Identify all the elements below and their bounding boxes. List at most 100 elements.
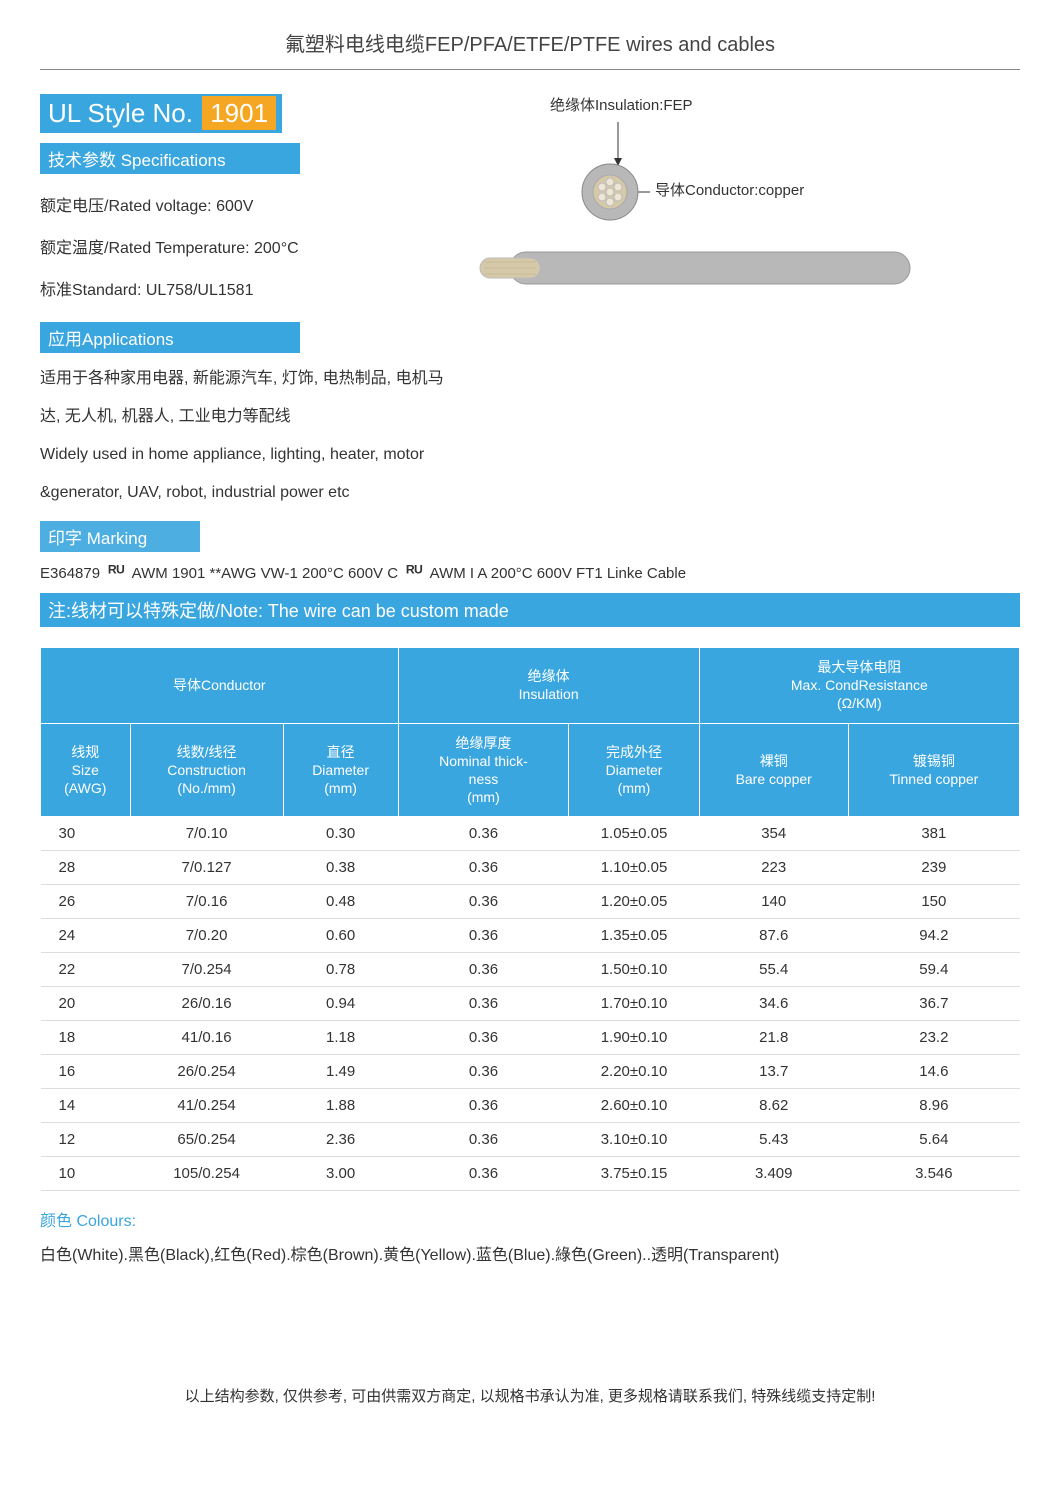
- table-cell: 34.6: [699, 987, 848, 1021]
- table-cell: 14.6: [848, 1055, 1019, 1089]
- table-row: 247/0.200.600.361.35±0.0587.694.2: [41, 919, 1020, 953]
- table-cell: 1.05±0.05: [569, 817, 699, 851]
- style-badge: UL Style No. 1901: [40, 94, 282, 133]
- style-prefix: UL Style No.: [48, 98, 193, 128]
- table-cell: 13.7: [699, 1055, 848, 1089]
- diagram-insulation-label: 绝缘体Insulation:FEP: [550, 94, 693, 115]
- table-cell: 26/0.16: [130, 987, 283, 1021]
- table-cell: 1.88: [283, 1089, 398, 1123]
- table-cell: 28: [41, 851, 131, 885]
- table-row: 1626/0.2541.490.362.20±0.1013.714.6: [41, 1055, 1020, 1089]
- th-bare: 裸铜Bare copper: [699, 723, 848, 817]
- table-cell: 2.20±0.10: [569, 1055, 699, 1089]
- app-line-3: Widely used in home appliance, lighting,…: [40, 439, 450, 471]
- table-cell: 2.36: [283, 1123, 398, 1157]
- table-cell: 0.36: [398, 1021, 569, 1055]
- th-size: 线规Size(AWG): [41, 723, 131, 817]
- marking-part-c: AWM I A 200°C 600V FT1 Linke Cable: [430, 565, 686, 582]
- table-cell: 65/0.254: [130, 1123, 283, 1157]
- marking-header: 印字 Marking: [40, 521, 200, 552]
- table-cell: 7/0.127: [130, 851, 283, 885]
- page-title: 氟塑料电线电缆FEP/PFA/ETFE/PTFE wires and cable…: [40, 0, 1020, 70]
- table-row: 1265/0.2542.360.363.10±0.105.435.64: [41, 1123, 1020, 1157]
- marking-line: E364879 ᴿᵁ AWM 1901 **AWG VW-1 200°C 600…: [40, 562, 1020, 583]
- th-construction: 线数/线径Construction(No./mm): [130, 723, 283, 817]
- table-cell: 0.36: [398, 1089, 569, 1123]
- app-line-4: &generator, UAV, robot, industrial power…: [40, 477, 450, 509]
- table-cell: 41/0.16: [130, 1021, 283, 1055]
- table-cell: 0.36: [398, 1055, 569, 1089]
- diagram-svg: [450, 100, 920, 310]
- table-cell: 381: [848, 817, 1019, 851]
- table-cell: 55.4: [699, 953, 848, 987]
- table-cell: 10: [41, 1157, 131, 1191]
- table-row: 287/0.1270.380.361.10±0.05223239: [41, 851, 1020, 885]
- table-cell: 21.8: [699, 1021, 848, 1055]
- table-cell: 7/0.20: [130, 919, 283, 953]
- table-cell: 16: [41, 1055, 131, 1089]
- table-cell: 0.94: [283, 987, 398, 1021]
- table-cell: 0.36: [398, 885, 569, 919]
- app-line-2: 达, 无人机, 机器人, 工业电力等配线: [40, 401, 450, 433]
- table-cell: 18: [41, 1021, 131, 1055]
- table-row: 227/0.2540.780.361.50±0.1055.459.4: [41, 953, 1020, 987]
- table-cell: 1.70±0.10: [569, 987, 699, 1021]
- footer-note: 以上结构参数, 仅供参考, 可由供需双方商定, 以规格书承认为准, 更多规格请联…: [40, 1385, 1020, 1406]
- th-group-resistance: 最大导体电阻Max. CondResistance(Ω/KM): [699, 648, 1019, 724]
- table-cell: 30: [41, 817, 131, 851]
- th-group-insulation: 绝缘体Insulation: [398, 648, 699, 724]
- table-cell: 0.36: [398, 953, 569, 987]
- diagram-conductor-label: 导体Conductor:copper: [655, 179, 804, 200]
- table-cell: 3.546: [848, 1157, 1019, 1191]
- table-cell: 0.78: [283, 953, 398, 987]
- wire-diagram: 绝缘体Insulation:FEP 导体Conductor:copper: [450, 94, 1020, 304]
- table-cell: 59.4: [848, 953, 1019, 987]
- table-cell: 1.20±0.05: [569, 885, 699, 919]
- colours-line: 白色(White).黑色(Black),红色(Red).棕色(Brown).黄色…: [40, 1241, 1020, 1265]
- table-cell: 0.36: [398, 1123, 569, 1157]
- table-cell: 2.60±0.10: [569, 1089, 699, 1123]
- table-cell: 0.36: [398, 987, 569, 1021]
- spec-voltage: 额定电压/Rated voltage: 600V: [40, 192, 450, 216]
- table-cell: 223: [699, 851, 848, 885]
- table-cell: 1.10±0.05: [569, 851, 699, 885]
- table-cell: 1.90±0.10: [569, 1021, 699, 1055]
- table-cell: 5.64: [848, 1123, 1019, 1157]
- table-cell: 0.36: [398, 1157, 569, 1191]
- th-od: 完成外径Diameter(mm): [569, 723, 699, 817]
- table-row: 1441/0.2541.880.362.60±0.108.628.96: [41, 1089, 1020, 1123]
- table-cell: 36.7: [848, 987, 1019, 1021]
- table-cell: 23.2: [848, 1021, 1019, 1055]
- app-line-1: 适用于各种家用电器, 新能源汽车, 灯饰, 电热制品, 电机马: [40, 363, 450, 395]
- table-cell: 8.96: [848, 1089, 1019, 1123]
- table-cell: 0.36: [398, 919, 569, 953]
- table-cell: 94.2: [848, 919, 1019, 953]
- spec-temp: 额定温度/Rated Temperature: 200°C: [40, 234, 450, 258]
- table-row: 1841/0.161.180.361.90±0.1021.823.2: [41, 1021, 1020, 1055]
- th-diameter: 直径Diameter(mm): [283, 723, 398, 817]
- table-row: 307/0.100.300.361.05±0.05354381: [41, 817, 1020, 851]
- table-cell: 1.35±0.05: [569, 919, 699, 953]
- table-cell: 8.62: [699, 1089, 848, 1123]
- table-cell: 41/0.254: [130, 1089, 283, 1123]
- table-cell: 354: [699, 817, 848, 851]
- table-cell: 87.6: [699, 919, 848, 953]
- table-cell: 26/0.254: [130, 1055, 283, 1089]
- note-bar: 注:线材可以特殊定做/Note: The wire can be custom …: [40, 593, 1020, 627]
- th-thickness: 绝缘厚度Nominal thick-ness(mm): [398, 723, 569, 817]
- table-cell: 1.18: [283, 1021, 398, 1055]
- spec-table: 导体Conductor 绝缘体Insulation 最大导体电阻Max. Con…: [40, 647, 1020, 1191]
- th-tinned: 镀锡铜Tinned copper: [848, 723, 1019, 817]
- table-cell: 12: [41, 1123, 131, 1157]
- table-cell: 150: [848, 885, 1019, 919]
- table-cell: 239: [848, 851, 1019, 885]
- table-cell: 26: [41, 885, 131, 919]
- table-cell: 7/0.254: [130, 953, 283, 987]
- style-number: 1901: [202, 96, 276, 130]
- table-cell: 140: [699, 885, 848, 919]
- th-group-conductor: 导体Conductor: [41, 648, 399, 724]
- table-cell: 0.38: [283, 851, 398, 885]
- table-cell: 3.10±0.10: [569, 1123, 699, 1157]
- table-cell: 22: [41, 953, 131, 987]
- table-cell: 3.00: [283, 1157, 398, 1191]
